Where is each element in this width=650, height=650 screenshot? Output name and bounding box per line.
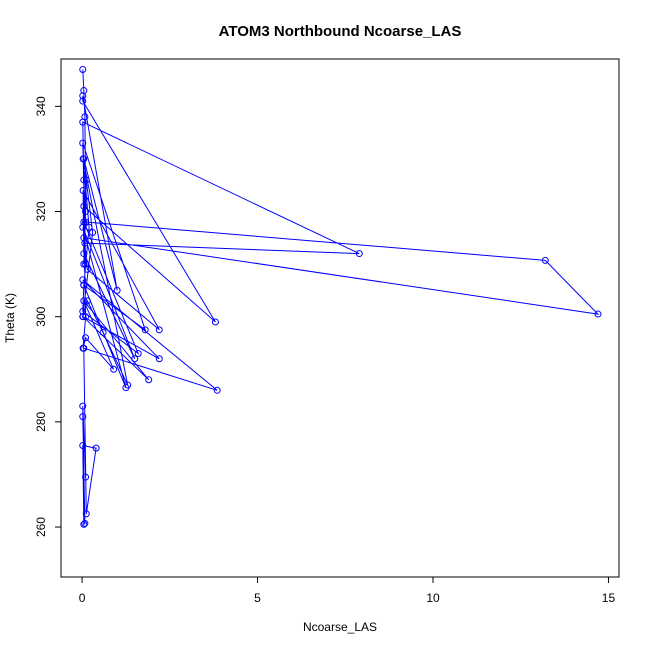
data-point (79, 92, 87, 100)
data-point (134, 349, 142, 357)
x-tick-label: 10 (426, 591, 440, 605)
y-tick-label: 260 (34, 517, 48, 537)
x-axis-label: Ncoarse_LAS (303, 620, 377, 634)
y-axis: 260 280 300 320 340 (34, 96, 62, 537)
data-point (79, 139, 87, 147)
data-point (82, 334, 90, 342)
data-point (79, 276, 87, 284)
data-point (211, 318, 219, 326)
data-point (82, 473, 90, 481)
data-point (79, 223, 87, 231)
data-point (80, 202, 88, 210)
data-point (113, 286, 121, 294)
data-point (122, 384, 130, 392)
data-point (89, 229, 97, 237)
data-point (80, 250, 88, 258)
x-tick-label: 15 (602, 591, 616, 605)
data-point (79, 186, 87, 194)
data-point (141, 326, 149, 334)
data-point (79, 118, 87, 126)
data-point (80, 344, 88, 352)
x-tick-label: 5 (254, 591, 261, 605)
data-point (80, 234, 88, 242)
y-tick-label: 320 (34, 201, 48, 221)
chart-title: ATOM3 Northbound Ncoarse_LAS (219, 23, 462, 40)
y-tick-label: 340 (34, 96, 48, 116)
y-tick-label: 280 (34, 412, 48, 432)
data-point (79, 313, 87, 321)
y-axis-label: Theta (K) (3, 293, 17, 343)
data-point (79, 97, 87, 105)
data-point (79, 307, 87, 315)
data-point (80, 281, 88, 289)
data-point (541, 256, 549, 264)
data-point (80, 218, 88, 226)
data-point (80, 176, 88, 184)
data-point (79, 442, 87, 450)
data-point (99, 328, 107, 336)
data-point (155, 326, 163, 334)
data-points (79, 66, 602, 528)
y-tick-label: 300 (34, 306, 48, 326)
data-point (131, 355, 139, 363)
data-point (81, 239, 89, 247)
x-tick-label: 0 (79, 591, 86, 605)
data-point (79, 66, 87, 74)
data-point (80, 520, 88, 528)
data-point (155, 355, 163, 363)
data-point (79, 413, 87, 421)
data-point (92, 444, 100, 452)
data-point (145, 376, 153, 384)
data-point (80, 155, 88, 163)
series-line (82, 69, 600, 526)
data-point (594, 310, 602, 318)
data-point (82, 176, 90, 184)
data-point (213, 386, 221, 394)
data-point (110, 365, 118, 373)
x-axis: 0 5 10 15 (79, 576, 616, 605)
data-point (355, 250, 363, 258)
data-point (83, 297, 91, 305)
data-point (83, 265, 91, 273)
data-point (80, 297, 88, 305)
data-point (79, 402, 87, 410)
data-point (81, 519, 89, 527)
data-point (80, 87, 88, 95)
data-point (82, 313, 90, 321)
data-point (82, 510, 90, 518)
